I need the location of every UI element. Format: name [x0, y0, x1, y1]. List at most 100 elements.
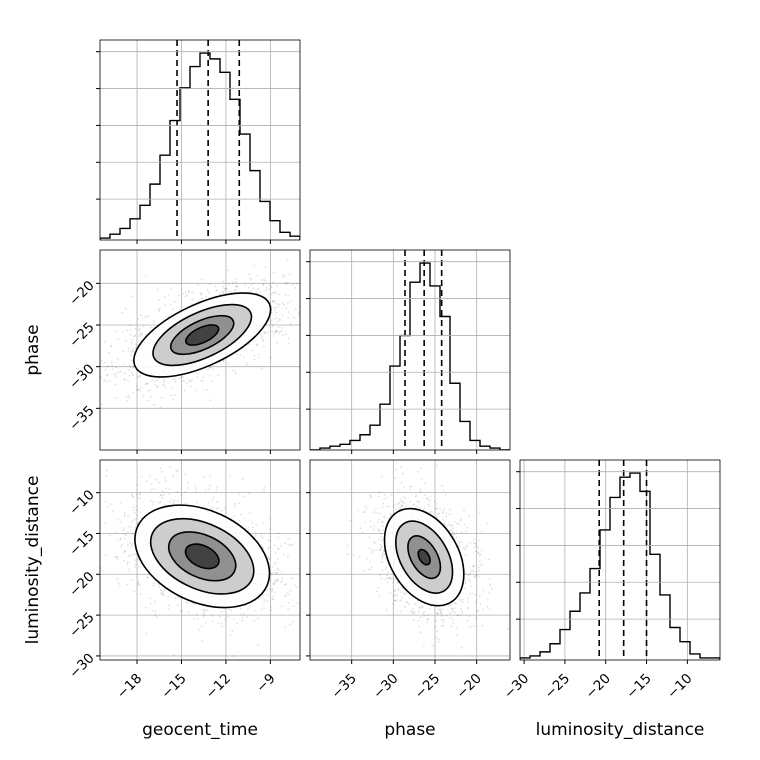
sample-point [173, 654, 175, 657]
sample-point [134, 563, 137, 566]
sample-point [282, 334, 285, 336]
sample-point [140, 334, 142, 336]
sample-point [289, 589, 292, 592]
sample-point [126, 583, 129, 586]
sample-point [451, 524, 453, 527]
sample-point [302, 308, 304, 310]
sample-point [277, 532, 280, 535]
sample-point [471, 592, 474, 595]
sample-point [373, 549, 375, 552]
sample-point [229, 475, 231, 478]
sample-point [277, 326, 280, 329]
sample-point [250, 283, 253, 286]
sample-point [154, 384, 157, 386]
sample-point [217, 507, 220, 510]
sample-point [256, 274, 259, 277]
sample-point [105, 554, 107, 556]
sample-point [368, 536, 371, 539]
sample-point [131, 579, 134, 581]
sample-point [132, 350, 135, 353]
sample-point [464, 587, 467, 590]
sample-point [116, 539, 119, 542]
sample-point [395, 468, 398, 471]
sample-point [435, 507, 438, 510]
sample-point [388, 576, 390, 579]
sample-point [167, 608, 170, 610]
contour-line-1 [169, 314, 235, 356]
sample-point [481, 549, 483, 552]
sample-point [274, 561, 277, 564]
sample-point [378, 491, 381, 494]
sample-point [287, 342, 290, 344]
sample-point [393, 595, 396, 598]
sample-point [230, 291, 233, 294]
x-axis-label-geocent-time: geocent_time [142, 720, 258, 740]
sample-point [262, 594, 265, 597]
sample-point [396, 610, 399, 613]
sample-point [381, 506, 384, 509]
sample-point [93, 365, 95, 367]
sample-point [158, 502, 161, 505]
sample-point [140, 332, 143, 335]
sample-point [442, 618, 445, 621]
sample-point [478, 595, 481, 597]
sample-point [486, 605, 489, 608]
x-tick-label-luminosity_distance: −30 [501, 671, 532, 702]
sample-point [236, 622, 239, 624]
sample-point [287, 311, 290, 313]
sample-point [460, 540, 462, 543]
sample-point [169, 304, 172, 306]
sample-point [127, 379, 129, 382]
sample-point [141, 333, 144, 335]
sample-point [168, 501, 171, 503]
sample-point [167, 595, 170, 598]
sample-point [274, 572, 277, 574]
sample-point [177, 500, 179, 502]
sample-point [438, 640, 440, 643]
sample-point [436, 636, 439, 639]
sample-point [138, 390, 141, 392]
sample-point [261, 279, 263, 282]
sample-point [380, 548, 382, 550]
sample-point [386, 581, 389, 584]
sample-point [131, 295, 133, 298]
sample-point [262, 283, 265, 286]
sample-point [204, 621, 207, 624]
sample-point [274, 246, 276, 248]
sample-point [419, 488, 421, 491]
sample-point [476, 574, 479, 577]
sample-point [139, 375, 142, 378]
sample-point [380, 577, 383, 580]
sample-point [247, 529, 250, 532]
sample-point [478, 511, 481, 514]
sample-point [202, 612, 205, 614]
sample-point [272, 323, 275, 326]
sample-point [281, 301, 284, 304]
sample-point [161, 470, 163, 473]
sample-point [130, 359, 133, 362]
sample-point [217, 374, 220, 377]
sample-point [192, 602, 194, 605]
sample-point [373, 525, 376, 528]
sample-point [392, 581, 395, 584]
sample-point [255, 344, 258, 346]
sample-point [104, 500, 107, 503]
sample-point [461, 598, 464, 601]
sample-point [128, 570, 131, 573]
sample-point [428, 500, 431, 502]
sample-point [456, 614, 459, 617]
sample-point [125, 395, 128, 398]
sample-point [249, 519, 251, 521]
sample-point [251, 349, 254, 352]
sample-point [418, 501, 420, 504]
sample-point [401, 500, 404, 503]
sample-point [479, 553, 482, 556]
sample-point [463, 523, 466, 526]
sample-point [405, 601, 408, 604]
sample-point [132, 374, 134, 376]
sample-point [271, 566, 274, 568]
sample-point [103, 340, 106, 343]
sample-point [401, 500, 404, 503]
sample-point [443, 522, 445, 525]
sample-point [414, 603, 417, 606]
